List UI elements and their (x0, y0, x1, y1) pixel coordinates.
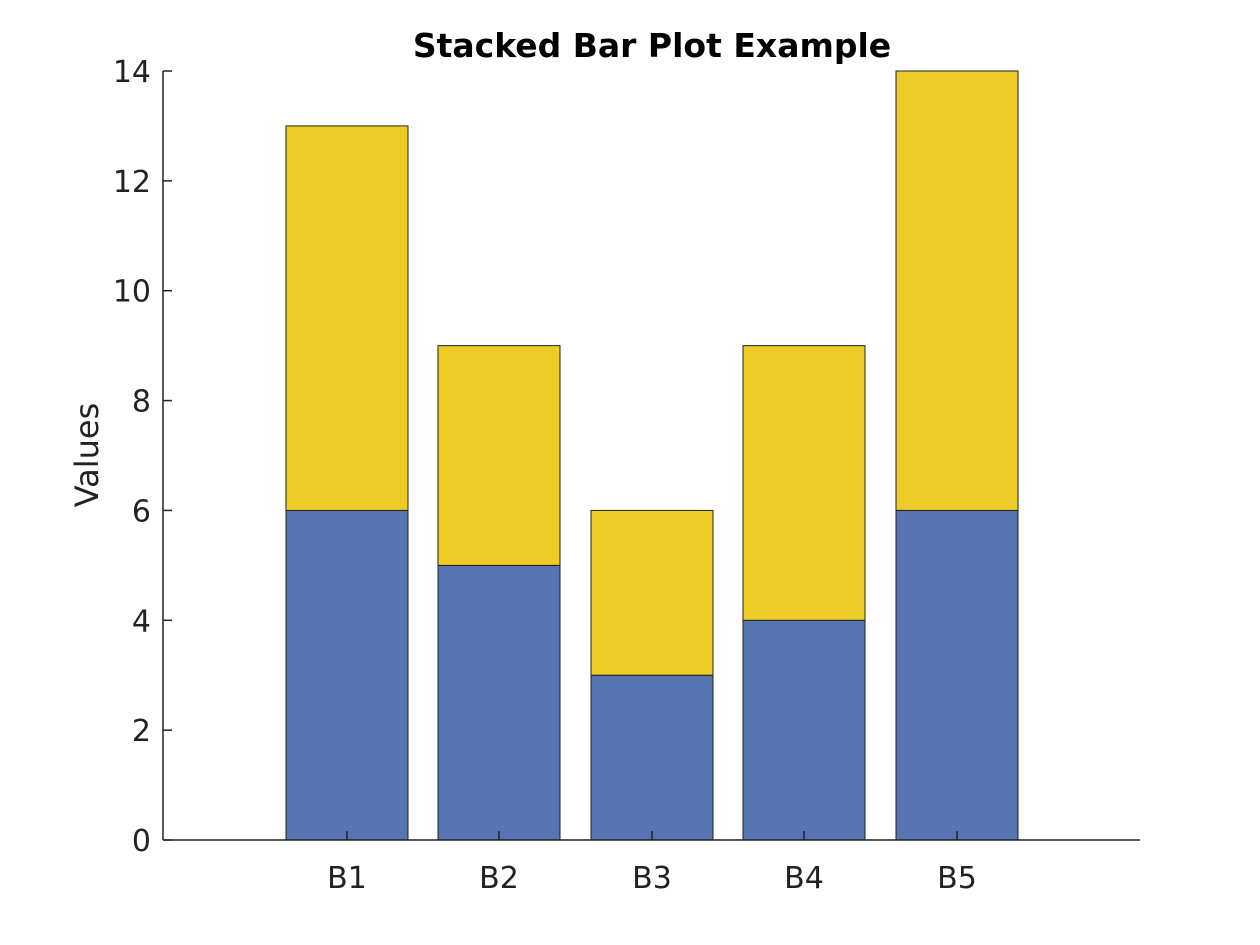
bar-B3-segment-1 (590, 674, 714, 841)
x-tick-label: B4 (784, 861, 824, 896)
bar-B3-segment-2 (590, 509, 714, 676)
bar-B5-segment-1 (895, 509, 1019, 841)
bar-B2-segment-2 (437, 345, 561, 566)
bar-B4-segment-1 (742, 619, 866, 841)
x-tick-label: B3 (632, 861, 672, 896)
y-tick-label: 6 (132, 494, 151, 529)
x-tick-label: B2 (479, 861, 519, 896)
y-tick-label: 8 (132, 385, 151, 420)
bar-B5-segment-2 (895, 70, 1019, 511)
bar-B4-segment-2 (742, 345, 866, 621)
y-tick-label: 10 (113, 275, 151, 310)
y-ticks: 0 2 4 6 8 10 12 14 (113, 55, 172, 859)
y-axis-label: Values (68, 403, 106, 508)
y-tick-label: 0 (132, 824, 151, 859)
x-tick-label: B5 (937, 861, 977, 896)
x-tick-label: B1 (327, 861, 367, 896)
y-tick-label: 12 (113, 165, 151, 200)
bar-B2-segment-1 (437, 564, 561, 841)
y-tick-label: 14 (113, 55, 151, 90)
bar-B1-segment-2 (285, 125, 409, 511)
bar-B1-segment-1 (285, 509, 409, 841)
chart-title: Stacked Bar Plot Example (413, 26, 891, 65)
bars-layer (285, 70, 1019, 841)
y-tick-label: 2 (132, 714, 151, 749)
x-ticks: B1 B2 B3 B4 B5 (327, 831, 977, 896)
y-tick-label: 4 (132, 604, 151, 639)
